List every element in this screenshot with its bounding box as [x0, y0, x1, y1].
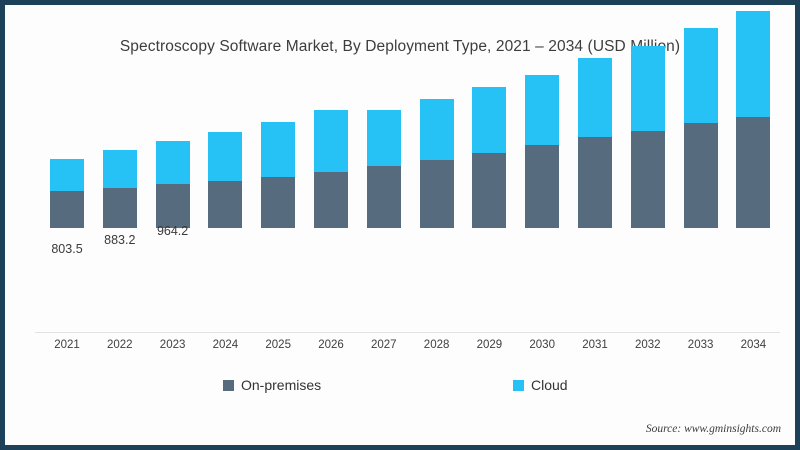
bar-segment-cloud[interactable]: [102, 150, 137, 188]
bar-segment-cloud[interactable]: [419, 99, 454, 160]
bar-column[interactable]: [261, 122, 296, 228]
bar-segment-on-premises[interactable]: [50, 191, 84, 228]
bar-segment-on-premises[interactable]: [314, 172, 348, 228]
bar-segment-on-premises[interactable]: [155, 184, 190, 228]
bar-segment-cloud[interactable]: [630, 46, 665, 131]
bar-column[interactable]: [50, 159, 84, 228]
bar-column[interactable]: [208, 132, 243, 228]
x-axis-tick-2025: 2025: [265, 339, 291, 351]
x-axis-line: [35, 332, 780, 333]
legend-swatch-cloud: [513, 379, 524, 391]
bar-segment-on-premises[interactable]: [208, 181, 243, 228]
bar-segment-cloud[interactable]: [314, 110, 348, 172]
x-axis-tick-2028: 2028: [423, 339, 450, 351]
x-axis-tick-2022: 2022: [107, 339, 133, 351]
x-axis-tick-2034: 2034: [740, 339, 767, 351]
bar-column[interactable]: [419, 99, 454, 228]
chart-legend: On-premises Cloud: [5, 377, 795, 399]
bar-segment-cloud[interactable]: [472, 87, 507, 153]
bar-column[interactable]: [366, 110, 401, 228]
legend-label-on-premises: On-premises: [241, 377, 322, 393]
bar-column[interactable]: [683, 28, 718, 228]
x-axis-tick-2027: 2027: [371, 339, 397, 351]
x-axis-tick-2030: 2030: [529, 339, 555, 351]
bar-segment-on-premises[interactable]: [578, 137, 612, 228]
chart-title: Spectroscopy Software Market, By Deploym…: [119, 38, 681, 55]
source-attribution: Source: www.gminsights.com: [645, 423, 781, 435]
x-axis-tick-2023: 2023: [159, 339, 186, 351]
bar-segment-cloud[interactable]: [261, 122, 296, 177]
bar-segment-on-premises[interactable]: [261, 177, 296, 228]
bar-segment-cloud[interactable]: [208, 132, 243, 181]
x-axis-tick-2024: 2024: [212, 339, 239, 351]
bar-segment-on-premises[interactable]: [683, 123, 718, 228]
bar-segment-on-premises[interactable]: [102, 188, 137, 228]
x-axis-tick-2021: 2021: [54, 339, 80, 351]
bar-segment-cloud[interactable]: [736, 11, 771, 117]
bar-column[interactable]: [102, 150, 137, 228]
bar-column[interactable]: [472, 87, 507, 228]
bar-column[interactable]: [314, 110, 348, 228]
x-axis-tick-2029: 2029: [476, 339, 503, 351]
bar-segment-on-premises[interactable]: [525, 145, 560, 228]
bar-segment-cloud[interactable]: [155, 141, 190, 184]
bar-column[interactable]: [525, 75, 560, 228]
plot-area: 803.5 883.2 964.2 2021 2022 2023 2024 2025 2026…: [5, 5, 795, 351]
legend-label-cloud: Cloud: [531, 377, 568, 393]
bar-value-label: 883.2: [104, 233, 136, 247]
bar-segment-cloud[interactable]: [50, 159, 84, 191]
x-axis-tick-2033: 2033: [687, 339, 714, 351]
legend-item-cloud[interactable]: Cloud: [513, 377, 568, 393]
bar-segment-cloud[interactable]: [578, 58, 612, 137]
bar-segment-on-premises[interactable]: [630, 131, 665, 228]
bar-segment-on-premises[interactable]: [736, 117, 771, 228]
chart-canvas: Spectroscopy Software Market, By Deploym…: [5, 5, 795, 445]
bar-segment-cloud[interactable]: [683, 28, 718, 123]
bar-column[interactable]: [736, 11, 771, 228]
bar-segment-on-premises[interactable]: [472, 153, 507, 228]
bar-value-label: 964.2: [156, 224, 189, 238]
x-axis-tick-2031: 2031: [582, 339, 608, 351]
x-axis-tick-2032: 2032: [635, 339, 661, 351]
bar-segment-on-premises[interactable]: [366, 166, 401, 228]
bar-column[interactable]: [578, 58, 612, 228]
x-axis-tick-2026: 2026: [318, 339, 344, 351]
bar-segment-cloud[interactable]: [366, 110, 401, 166]
legend-swatch-on-premises: [223, 379, 234, 391]
bar-segment-cloud[interactable]: [525, 75, 560, 145]
bar-column[interactable]: [630, 46, 665, 228]
bar-column[interactable]: [155, 141, 190, 228]
bar-value-label: 803.5: [51, 242, 83, 256]
bar-segment-on-premises[interactable]: [419, 160, 454, 228]
legend-item-on-premises[interactable]: On-premises: [223, 377, 321, 393]
